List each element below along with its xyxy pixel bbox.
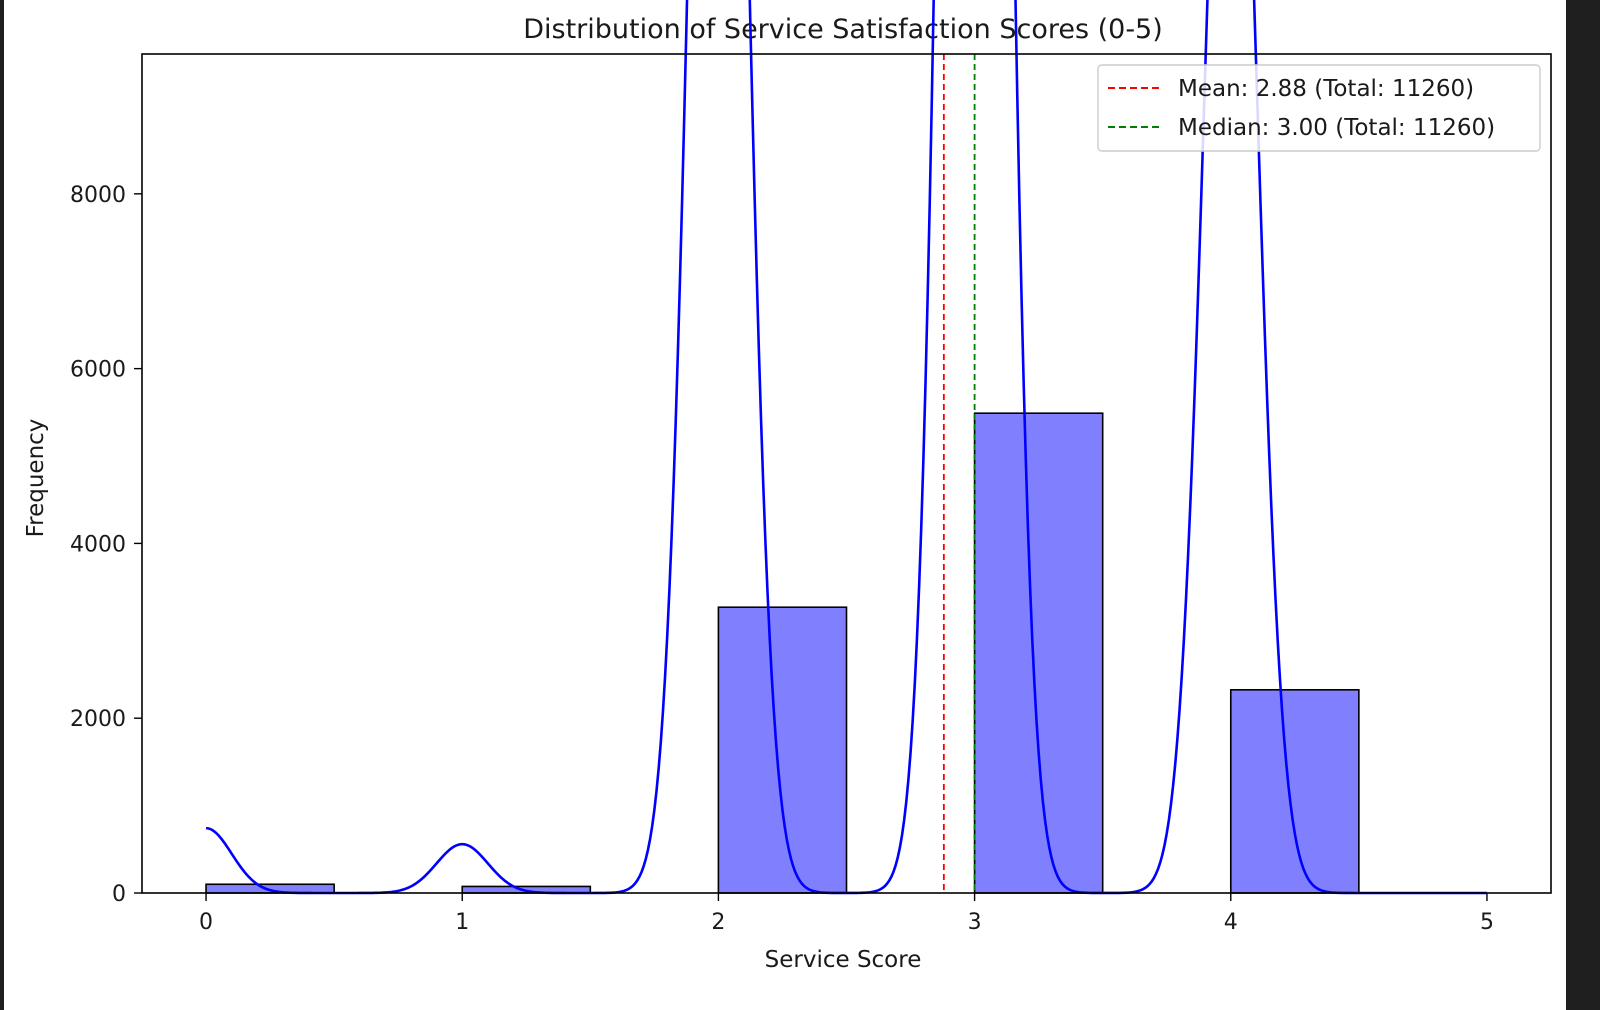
histogram-bar-3 — [973, 412, 1104, 894]
chart-title: Distribution of Service Satisfaction Sco… — [523, 14, 1163, 45]
axes-frame — [141, 53, 1552, 894]
y-tick-label-0: 0 — [112, 882, 126, 907]
legend-box — [1097, 64, 1541, 152]
x-axis-ticks: 0 1 2 3 4 5 — [199, 893, 1494, 935]
legend: Mean: 2.88 (Total: 11260) Median: 3.00 (T… — [1097, 64, 1541, 152]
histogram-bar-0 — [205, 883, 335, 894]
y-axis-label: Frequency — [23, 419, 49, 538]
histogram-bars — [205, 412, 1360, 894]
y-tick-label-4000: 4000 — [70, 532, 126, 557]
x-tick-label-3: 3 — [968, 910, 982, 935]
x-tick-label-0: 0 — [199, 910, 213, 935]
y-tick-label-8000: 8000 — [70, 183, 126, 208]
x-tick-label-2: 2 — [711, 910, 725, 935]
x-tick-label-1: 1 — [455, 910, 469, 935]
x-tick-label-5: 5 — [1480, 910, 1494, 935]
plot-area: 0 1 2 3 4 5 0 2000 4000 6000 8000 Mean: 2.88 (Total… — [70, 0, 1552, 935]
x-axis-label: Service Score — [765, 947, 922, 973]
legend-median-label: Median: 3.00 (Total: 11260) — [1178, 115, 1495, 141]
y-tick-label-6000: 6000 — [70, 358, 126, 383]
histogram-bar-2 — [717, 606, 848, 894]
y-tick-label-2000: 2000 — [70, 707, 126, 732]
y-axis-ticks: 0 2000 4000 6000 8000 — [70, 183, 142, 907]
legend-mean-label: Mean: 2.88 (Total: 11260) — [1178, 76, 1474, 102]
x-tick-label-4: 4 — [1224, 910, 1238, 935]
histogram-bar-4 — [1229, 689, 1360, 894]
